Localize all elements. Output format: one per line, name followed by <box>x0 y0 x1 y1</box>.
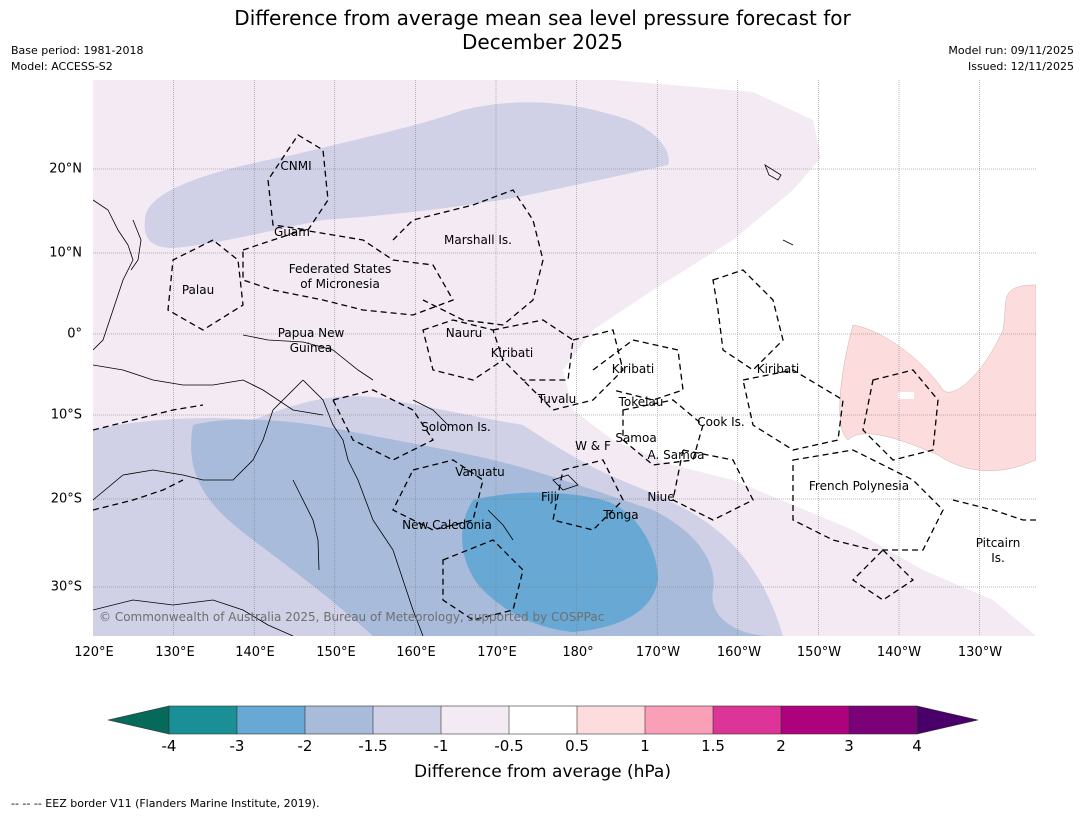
colorbar-tick: -2 <box>297 737 313 755</box>
label-guam: Guam <box>274 225 310 239</box>
issued-date: Issued: 12/11/2025 <box>967 60 1074 73</box>
colorbar-bin <box>849 706 917 734</box>
colorbar-tick: 3 <box>844 737 854 755</box>
x-tick: 170°E <box>477 645 517 660</box>
colorbar-tick: -4 <box>161 737 177 755</box>
x-tick: 140°E <box>235 645 275 660</box>
label-fsm-line2: of Micronesia <box>300 277 380 291</box>
x-tick: 180° <box>562 645 594 660</box>
model-name: Model: ACCESS-S2 <box>11 60 113 73</box>
label-pitcairn-line1: Pitcairn <box>975 536 1021 550</box>
label-pitcairn-line2: Is. <box>991 551 1005 565</box>
colorbar-bin <box>713 706 781 734</box>
label-solomon-islands: Solomon Is. <box>421 420 491 434</box>
colorbar-bin <box>373 706 441 734</box>
y-tick: 10°S <box>50 407 82 423</box>
anomaly-region-pink <box>839 284 1036 471</box>
y-tick: 30°S <box>50 579 82 595</box>
colorbar-bin <box>577 706 645 734</box>
y-tick: 10°N <box>49 245 82 261</box>
label-new-caledonia: New Caledonia <box>402 518 492 532</box>
coastlines <box>93 164 794 636</box>
base-period: Base period: 1981-2018 <box>11 44 144 57</box>
label-kiribati-central: Kiribati <box>611 362 655 376</box>
title-line-1: Difference from average mean sea level p… <box>234 6 851 30</box>
colorbar-tick: -1 <box>433 737 449 755</box>
label-niue: Niue <box>647 490 675 504</box>
y-tick: 20°S <box>50 491 82 507</box>
label-tonga: Tonga <box>603 508 639 522</box>
label-kiribati-west: Kiribati <box>490 346 534 360</box>
eez-footnote: -- -- -- EEZ border V11 (Flanders Marine… <box>11 797 320 810</box>
colorbar-bin <box>645 706 713 734</box>
label-wallis-futuna: W & F <box>575 439 611 453</box>
colorbar-tick: 2 <box>776 737 786 755</box>
label-american-samoa: A. Samoa <box>647 448 705 462</box>
label-kiribati-east: Kiribati <box>756 362 800 376</box>
label-tokelau: Tokelau <box>618 395 664 409</box>
y-tick: 0° <box>67 326 82 342</box>
copyright-notice: © Commonwealth of Australia 2025, Bureau… <box>99 610 605 624</box>
colorbar-tick: -3 <box>229 737 245 755</box>
small-white-patch <box>898 392 914 399</box>
colorbar-tick: -0.5 <box>494 737 524 755</box>
label-marshall-islands: Marshall Is. <box>444 233 512 247</box>
map-title: Difference from average mean sea level p… <box>0 6 1085 54</box>
x-tick: 120°E <box>74 645 114 660</box>
colorbar-tick: 1.5 <box>701 737 725 755</box>
title-line-2: December 2025 <box>462 30 623 54</box>
label-palau: Palau <box>181 283 215 297</box>
colorbar-bin <box>305 706 373 734</box>
x-tick: 160°W <box>716 645 762 660</box>
colorbar-tick: 0.5 <box>565 737 589 755</box>
x-tick: 130°W <box>957 645 1003 660</box>
label-fiji: Fiji <box>540 490 558 504</box>
x-tick: 170°W <box>635 645 681 660</box>
x-tick: 160°E <box>396 645 436 660</box>
x-tick: 150°E <box>316 645 356 660</box>
x-tick: 130°E <box>155 645 195 660</box>
colorbar-tick: 4 <box>912 737 922 755</box>
label-cook-islands: Cook Is. <box>697 415 745 429</box>
x-tick: 150°W <box>796 645 842 660</box>
label-samoa: Samoa <box>615 431 657 445</box>
y-tick: 20°N <box>49 161 82 177</box>
label-png-line2: Guinea <box>289 341 333 355</box>
colorbar-bin <box>169 706 237 734</box>
graticule <box>93 80 1036 636</box>
label-tuvalu: Tuvalu <box>537 392 577 406</box>
anomaly-region-lavender-north <box>144 102 669 248</box>
label-nauru: Nauru <box>445 326 483 340</box>
colorbar-extend-high <box>916 705 979 735</box>
map-panel[interactable] <box>93 80 1036 636</box>
model-run: Model run: 09/11/2025 <box>948 44 1074 57</box>
label-french-polynesia: French Polynesia <box>808 479 910 493</box>
label-fsm-line1: Federated States <box>288 262 392 276</box>
label-vanuatu: Vanuatu <box>455 465 505 479</box>
label-cnmi: CNMI <box>280 159 312 173</box>
colorbar <box>107 705 979 735</box>
colorbar-tick: 1 <box>640 737 650 755</box>
colorbar-bin <box>509 706 577 734</box>
anomaly-region-blue <box>462 492 658 632</box>
meta-right: Model run: 09/11/2025 Issued: 12/11/2025 <box>948 43 1074 75</box>
meta-left: Base period: 1981-2018 Model: ACCESS-S2 <box>11 43 143 75</box>
eez-borders <box>93 134 1036 621</box>
colorbar-title: Difference from average (hPa) <box>414 762 671 782</box>
colorbar-bin <box>441 706 509 734</box>
colorbar-extend-low <box>107 705 170 735</box>
colorbar-bin <box>781 706 849 734</box>
x-tick: 140°W <box>876 645 922 660</box>
label-png-line1: Papua New <box>277 326 345 340</box>
colorbar-bin <box>237 706 305 734</box>
colorbar-tick: -1.5 <box>358 737 388 755</box>
map-canvas <box>93 80 1036 636</box>
